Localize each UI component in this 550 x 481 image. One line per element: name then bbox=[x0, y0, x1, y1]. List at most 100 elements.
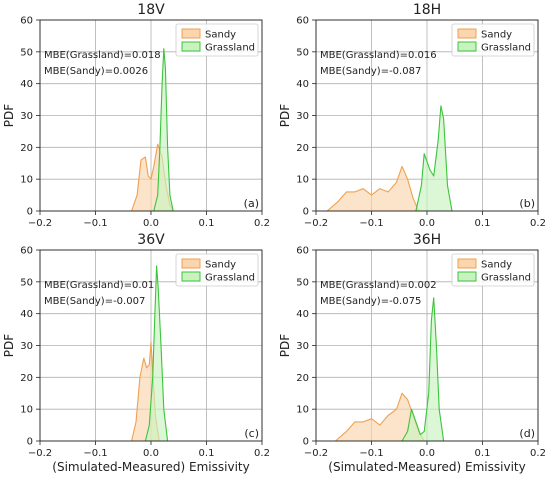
mbe-annotation: MBE(Grassland)=0.016 bbox=[320, 50, 437, 61]
legend-label-grassland: Grassland bbox=[205, 43, 255, 54]
legend-label-grassland: Grassland bbox=[205, 273, 255, 284]
plot-frame bbox=[39, 19, 263, 212]
y-tick-label: 20 bbox=[296, 143, 309, 154]
y-tick-label: 60 bbox=[296, 246, 309, 257]
panel-18V: −0.2 −0.1 0.0 0.1 0.2 0 10 20 30 40 50 60 18V PDF MBE(… bbox=[2, 2, 270, 229]
x-tick-label: 0.0 bbox=[419, 218, 435, 229]
y-tick-label: 20 bbox=[20, 373, 33, 384]
legend-label-grassland: Grassland bbox=[481, 273, 531, 284]
x-tick-label: 0.0 bbox=[143, 218, 159, 229]
y-tick-label: 50 bbox=[20, 277, 33, 288]
legend-label-sandy: Sandy bbox=[205, 260, 236, 271]
series-area-grassland bbox=[415, 105, 453, 212]
y-tick-label: 0 bbox=[27, 437, 33, 448]
x-tick-label: 0.1 bbox=[199, 218, 215, 229]
x-tick-label: 0.1 bbox=[475, 218, 491, 229]
x-tick-label: 0.1 bbox=[199, 448, 215, 459]
x-tick-label: −0.1 bbox=[83, 448, 107, 459]
legend-swatch-sandy bbox=[457, 28, 477, 39]
mbe-annotation: MBE(Sandy)=-0.087 bbox=[320, 66, 421, 77]
y-tick-label: 30 bbox=[296, 111, 309, 122]
panel-letter: (b) bbox=[519, 197, 535, 210]
panel-36V: −0.2 −0.1 0.0 0.1 0.2 0 10 20 30 40 50 60 36V PDF (Sim… bbox=[2, 232, 270, 474]
y-axis-label: PDF bbox=[278, 104, 292, 127]
legend: Sandy Grassland bbox=[175, 253, 259, 287]
y-tick-label: 10 bbox=[20, 175, 33, 186]
x-tick-label: −0.2 bbox=[304, 218, 328, 229]
legend-swatch-grassland bbox=[181, 41, 201, 52]
y-tick-label: 30 bbox=[20, 341, 33, 352]
legend-label-sandy: Sandy bbox=[205, 30, 236, 41]
y-tick-label: 60 bbox=[20, 16, 33, 27]
series-area-grassland bbox=[153, 48, 174, 212]
plot-frame bbox=[315, 249, 539, 442]
series-area-grassland bbox=[401, 297, 445, 442]
y-tick-label: 60 bbox=[296, 16, 309, 27]
y-tick-label: 10 bbox=[20, 405, 33, 416]
y-tick-label: 40 bbox=[20, 309, 33, 320]
x-tick-label: −0.2 bbox=[28, 448, 52, 459]
panel-letter: (d) bbox=[519, 427, 535, 440]
y-tick-label: 10 bbox=[296, 405, 309, 416]
y-tick-label: 60 bbox=[20, 246, 33, 257]
y-tick-label: 10 bbox=[296, 175, 309, 186]
x-tick-label: −0.1 bbox=[83, 218, 107, 229]
x-axis-label: (Simulated-Measured) Emissivity bbox=[52, 460, 249, 474]
legend-label-grassland: Grassland bbox=[481, 43, 531, 54]
x-tick-label: 0.2 bbox=[530, 448, 546, 459]
legend-swatch-grassland bbox=[457, 271, 477, 282]
panel-letter: (c) bbox=[244, 427, 259, 440]
legend-swatch-sandy bbox=[181, 28, 201, 39]
legend: Sandy Grassland bbox=[175, 23, 259, 57]
y-axis-label: PDF bbox=[2, 334, 16, 357]
legend-label-sandy: Sandy bbox=[481, 260, 512, 271]
panel-title: 18V bbox=[137, 2, 165, 18]
plot-frame bbox=[315, 19, 539, 212]
y-tick-label: 0 bbox=[303, 207, 309, 218]
x-tick-label: −0.1 bbox=[359, 448, 383, 459]
legend-swatch-grassland bbox=[457, 41, 477, 52]
y-tick-label: 50 bbox=[296, 47, 309, 58]
legend: Sandy Grassland bbox=[451, 23, 535, 57]
y-tick-label: 50 bbox=[20, 47, 33, 58]
y-axis-label: PDF bbox=[278, 334, 292, 357]
legend: Sandy Grassland bbox=[451, 253, 535, 287]
y-tick-label: 20 bbox=[296, 373, 309, 384]
x-tick-label: 0.0 bbox=[419, 448, 435, 459]
mbe-annotation: MBE(Grassland)=0.01 bbox=[44, 280, 154, 291]
series-area-sandy bbox=[326, 165, 420, 212]
y-axis-label: PDF bbox=[2, 104, 16, 127]
y-tick-label: 30 bbox=[20, 111, 33, 122]
y-tick-label: 50 bbox=[296, 277, 309, 288]
y-tick-label: 30 bbox=[296, 341, 309, 352]
y-tick-label: 40 bbox=[296, 309, 309, 320]
mbe-annotation: MBE(Sandy)=-0.007 bbox=[44, 296, 145, 307]
y-tick-label: 40 bbox=[20, 79, 33, 90]
mbe-annotation: MBE(Grassland)=0.018 bbox=[44, 50, 161, 61]
panel-letter: (a) bbox=[244, 197, 259, 210]
mbe-annotation: MBE(Sandy)=0.0026 bbox=[44, 66, 148, 77]
panel-title: 36H bbox=[413, 232, 441, 248]
x-axis-label: (Simulated-Measured) Emissivity bbox=[328, 460, 525, 474]
x-tick-label: 0.1 bbox=[475, 448, 491, 459]
mbe-annotation: MBE(Grassland)=0.002 bbox=[320, 280, 437, 291]
y-tick-label: 0 bbox=[303, 437, 309, 448]
mbe-annotation: MBE(Sandy)=-0.075 bbox=[320, 296, 421, 307]
panel-title: 36V bbox=[137, 232, 165, 248]
x-tick-label: 0.2 bbox=[254, 448, 270, 459]
x-tick-label: 0.0 bbox=[143, 448, 159, 459]
legend-swatch-sandy bbox=[181, 258, 201, 269]
legend-swatch-sandy bbox=[457, 258, 477, 269]
series-area-grassland bbox=[144, 265, 169, 442]
panel-title: 18H bbox=[413, 2, 441, 18]
x-tick-label: −0.2 bbox=[28, 218, 52, 229]
legend-swatch-grassland bbox=[181, 271, 201, 282]
x-tick-label: 0.2 bbox=[530, 218, 546, 229]
y-tick-label: 20 bbox=[20, 143, 33, 154]
panel-36H: −0.2 −0.1 0.0 0.1 0.2 0 10 20 30 40 50 60 36H PDF (Sim… bbox=[278, 232, 546, 474]
x-tick-label: 0.2 bbox=[254, 218, 270, 229]
x-tick-label: −0.2 bbox=[304, 448, 328, 459]
plot-frame bbox=[39, 249, 263, 442]
panel-18H: −0.2 −0.1 0.0 0.1 0.2 0 10 20 30 40 50 60 18H PDF MBE(… bbox=[278, 2, 546, 229]
